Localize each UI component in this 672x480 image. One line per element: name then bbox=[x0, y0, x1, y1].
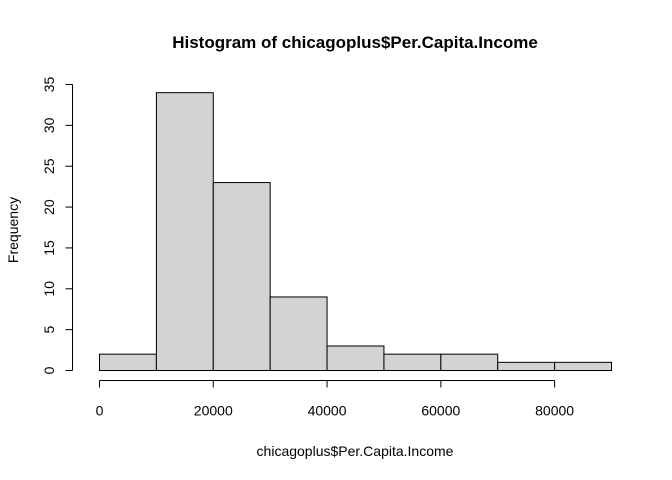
histogram-bar-2 bbox=[212, 182, 271, 371]
x-tick-label: 40000 bbox=[308, 403, 347, 419]
y-axis: 0 5 10 15 20 25 30 35 bbox=[41, 77, 73, 374]
y-tick-label: 10 bbox=[41, 281, 57, 297]
histogram-bar-1 bbox=[155, 92, 214, 372]
y-tick-label: 35 bbox=[41, 77, 57, 93]
histogram-bar-7 bbox=[497, 361, 556, 372]
histogram-bar-3 bbox=[269, 296, 328, 372]
histogram-bar-0 bbox=[99, 353, 157, 371]
y-tick-label: 5 bbox=[41, 326, 57, 334]
x-tick-label: 0 bbox=[96, 403, 104, 419]
y-axis-label: Frequency bbox=[5, 197, 21, 263]
histogram-bar-6 bbox=[440, 353, 499, 371]
y-tick-label: 30 bbox=[41, 117, 57, 133]
histogram-bar-5 bbox=[383, 353, 442, 371]
y-tick-label: 15 bbox=[41, 240, 57, 256]
bars-layer bbox=[99, 92, 612, 372]
histogram-bar-8 bbox=[554, 361, 612, 372]
y-tick-label: 0 bbox=[41, 366, 57, 374]
x-tick-label: 80000 bbox=[535, 403, 574, 419]
y-tick-label: 20 bbox=[41, 199, 57, 215]
x-axis: 0 20000 40000 60000 80000 bbox=[96, 380, 574, 419]
chart-title: Histogram of chicagoplus$Per.Capita.Inco… bbox=[172, 33, 538, 52]
x-axis-label: chicagoplus$Per.Capita.Income bbox=[257, 443, 454, 459]
x-tick-label: 20000 bbox=[194, 403, 233, 419]
histogram-bar-4 bbox=[326, 345, 385, 372]
y-tick-label: 25 bbox=[41, 158, 57, 174]
x-tick-label: 60000 bbox=[421, 403, 460, 419]
